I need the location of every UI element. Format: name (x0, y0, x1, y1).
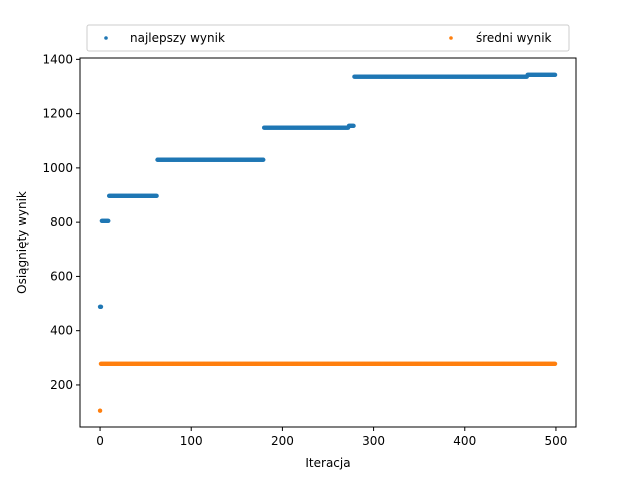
data-point (106, 218, 111, 223)
y-tick-label: 200 (50, 378, 73, 392)
y-tick-label: 400 (50, 324, 73, 338)
data-point (552, 361, 558, 366)
x-tick-label: 100 (180, 434, 203, 448)
x-tick-label: 500 (544, 434, 567, 448)
data-point (97, 408, 103, 413)
y-axis: 200 400 600 800 1000 1200 1400 (42, 52, 80, 392)
x-tick-label: 0 (96, 434, 104, 448)
x-axis: 0 100 200 300 400 500 (96, 427, 567, 448)
x-tick-label: 300 (362, 434, 385, 448)
y-tick-label: 1400 (42, 52, 73, 66)
y-tick-label: 1000 (42, 161, 73, 175)
x-tick-label: 200 (271, 434, 294, 448)
legend-label-best: najlepszy wynik (130, 31, 225, 45)
plot-marks (97, 72, 558, 413)
data-point (552, 72, 558, 78)
y-tick-label: 800 (50, 215, 73, 229)
legend-marker-average (449, 36, 453, 40)
legend-label-average: średni wynik (476, 31, 552, 45)
data-point (154, 193, 159, 199)
legend: najlepszy wynik średni wynik (86, 24, 570, 52)
x-axis-label: Iteracja (305, 456, 350, 470)
series-0 (97, 72, 558, 309)
legend-box (86, 24, 570, 52)
x-tick-label: 400 (453, 434, 476, 448)
y-tick-label: 600 (50, 269, 73, 283)
data-point (351, 123, 356, 129)
series-1 (97, 361, 558, 413)
data-point (261, 157, 266, 162)
y-axis-label: Osiągnięty wynik (15, 191, 29, 294)
y-tick-label: 1200 (42, 107, 73, 121)
data-point (98, 304, 104, 309)
plot-frame (79, 57, 577, 428)
legend-marker-best (104, 36, 108, 40)
